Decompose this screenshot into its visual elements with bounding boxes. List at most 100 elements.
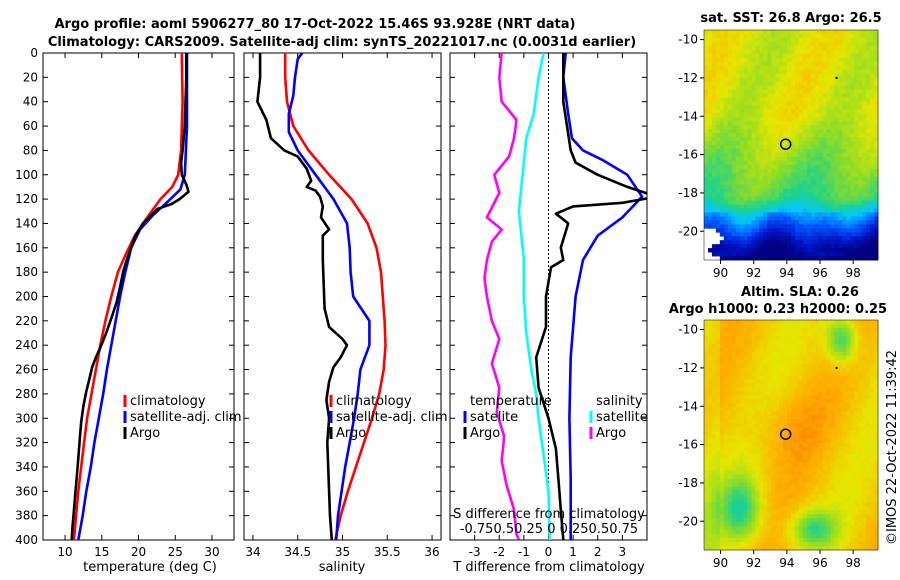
heatmap-cell — [826, 89, 831, 94]
heatmap-cell — [791, 45, 796, 51]
heatmap-cell — [747, 160, 752, 166]
heatmap-cell — [735, 411, 740, 416]
heatmap-cell — [751, 399, 756, 404]
heatmap-cell — [743, 252, 748, 257]
heatmap-cell — [779, 81, 784, 86]
heatmap-cell — [711, 395, 717, 400]
heatmap-cell — [779, 129, 784, 134]
heatmap-cell — [862, 145, 867, 150]
heatmap-cell — [763, 117, 768, 122]
heatmap-cell — [735, 65, 740, 71]
heatmap-cell — [715, 45, 721, 51]
heatmap-cell — [711, 204, 717, 209]
heatmap-cell — [874, 192, 879, 197]
heatmap-cell — [798, 347, 804, 353]
heatmap-cell — [806, 232, 812, 237]
heatmap-cell — [794, 65, 800, 71]
heatmap-cell — [743, 431, 748, 436]
heatmap-cell — [743, 129, 748, 134]
heatmap-cell — [858, 129, 863, 134]
heatmap-cell — [830, 49, 835, 55]
heatmap-cell — [751, 383, 756, 388]
heatmap-cell — [874, 399, 879, 404]
heatmap-cell — [810, 216, 816, 221]
heatmap-cell — [743, 220, 748, 225]
heatmap-cell — [822, 73, 827, 78]
heatmap-cell — [791, 427, 796, 432]
heatmap-cell — [791, 458, 796, 464]
heatmap-cell — [723, 65, 729, 71]
heatmap-cell — [838, 339, 843, 345]
heatmap-cell — [759, 347, 764, 353]
heatmap-cell — [707, 323, 713, 329]
heatmap-cell — [763, 164, 768, 170]
heatmap-cell — [870, 379, 875, 384]
heatmap-cell — [739, 387, 744, 392]
heatmap-cell — [814, 387, 820, 392]
heatmap-cell — [715, 411, 721, 416]
heatmap-cell — [775, 176, 780, 182]
heatmap-cell — [870, 164, 875, 170]
heatmap-cell — [862, 109, 867, 114]
heatmap-cell — [810, 458, 816, 464]
heatmap-cell — [723, 117, 729, 122]
heatmap-cell — [806, 355, 812, 361]
heatmap-cell — [711, 399, 717, 404]
heatmap-cell — [810, 399, 816, 404]
heatmap-cell — [870, 33, 875, 39]
heatmap-cell — [834, 109, 839, 114]
heatmap-cell — [759, 466, 764, 472]
heatmap-cell — [775, 137, 780, 142]
heatmap-cell — [822, 133, 827, 138]
heatmap-cell — [866, 474, 871, 480]
heatmap-cell — [747, 89, 752, 94]
heatmap-cell — [858, 81, 863, 86]
heatmap-cell — [783, 33, 788, 39]
heatmap-cell — [866, 152, 871, 158]
heatmap-cell — [783, 37, 788, 43]
heatmap-cell — [818, 236, 824, 241]
heatmap-cell — [779, 510, 784, 515]
heatmap-cell — [830, 466, 835, 472]
heatmap-cell — [731, 180, 737, 186]
heatmap-cell — [834, 371, 839, 376]
heatmap-cell — [783, 395, 788, 400]
heatmap-cell — [846, 184, 851, 190]
heatmap-cell — [751, 427, 756, 432]
heatmap-cell — [759, 335, 764, 341]
heatmap-cell — [719, 427, 725, 432]
heatmap-cell — [846, 204, 851, 209]
heatmap-cell — [755, 97, 760, 102]
heatmap-cell — [783, 65, 788, 71]
heatmap-cell — [862, 200, 867, 205]
heatmap-cell — [783, 252, 788, 257]
heatmap-cell — [802, 383, 808, 388]
heatmap-cell — [707, 192, 713, 197]
heatmap-cell — [779, 395, 784, 400]
heatmap-cell — [818, 415, 824, 420]
heatmap-cell — [787, 403, 792, 408]
heatmap-cell — [723, 415, 729, 420]
heatmap-cell — [727, 367, 733, 372]
heatmap-cell — [751, 375, 756, 380]
heatmap-cell — [759, 57, 764, 63]
heatmap-cell — [775, 320, 780, 325]
heatmap-cell — [775, 97, 780, 102]
heatmap-cell — [854, 69, 859, 75]
heatmap-cell — [814, 411, 820, 416]
heatmap-cell — [802, 192, 808, 197]
heatmap-cell — [727, 156, 733, 162]
heatmap-cell — [850, 220, 855, 225]
heatmap-cell — [862, 81, 867, 86]
heatmap-cell — [862, 73, 867, 78]
heatmap-cell — [802, 323, 808, 329]
heatmap-cell — [806, 244, 812, 249]
heatmap-cell — [727, 514, 733, 519]
heatmap-cell — [842, 45, 847, 51]
heatmap-cell — [727, 494, 733, 499]
legend-label-s-argo: Argo — [596, 426, 626, 441]
heatmap-cell — [743, 403, 748, 408]
heatmap-cell — [727, 395, 733, 400]
heatmap-cell — [838, 248, 843, 253]
heatmap-cell — [854, 232, 859, 237]
